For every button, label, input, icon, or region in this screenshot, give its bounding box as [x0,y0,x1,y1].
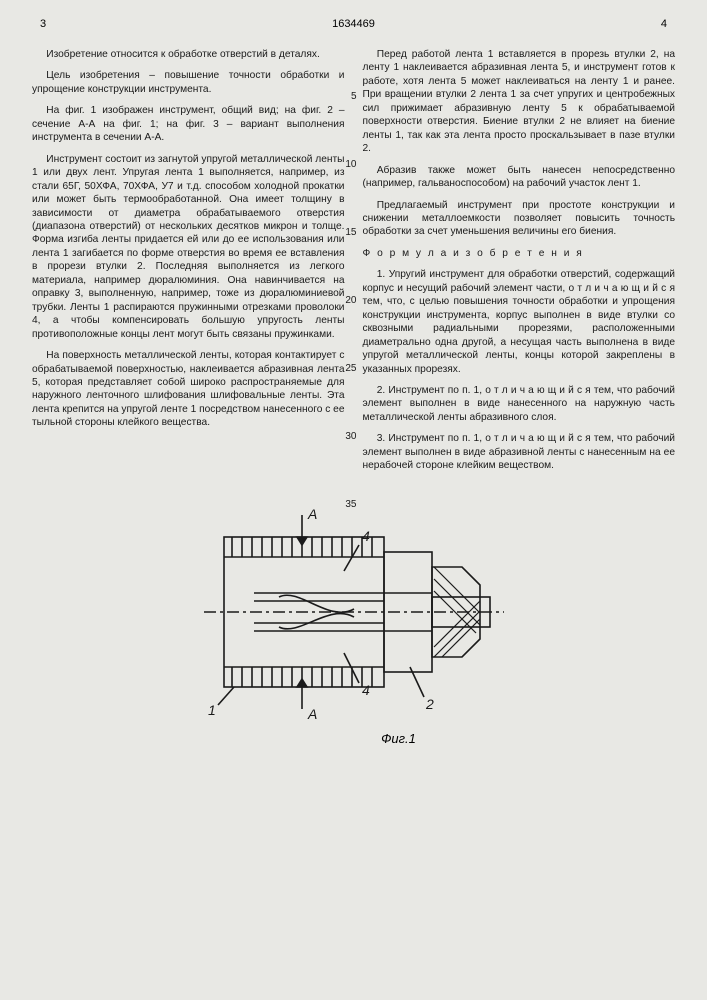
figure-1-drawing: А А 4 4 2 1 [184,497,524,727]
left-column: Изобретение относится к обработке отверс… [32,48,345,481]
claim: 3. Инструмент по п. 1, о т л и ч а ю щ и… [363,432,676,472]
page-num-left: 3 [40,18,46,30]
callout-4b: 4 [362,682,370,698]
page-num-right: 4 [661,18,667,30]
para: На поверхность металлической ленты, кото… [32,349,345,430]
callout-A-bot: А [307,706,317,722]
line-num: 25 [345,362,356,375]
para: Перед работой лента 1 вставляется в прор… [363,48,676,156]
two-column-text: Изобретение относится к обработке отверс… [32,48,675,481]
line-num: 10 [345,158,356,171]
claim: 1. Упругий инструмент для обработки отве… [363,268,676,376]
callout-1: 1 [208,702,216,718]
para: Цель изобретения – повышение точности об… [32,69,345,96]
patent-page: 3 1634469 4 Изобретение относится к обра… [0,0,707,1000]
callout-4a: 4 [362,528,370,544]
para: Предлагаемый инструмент при простоте кон… [363,199,676,239]
para: Инструмент состоит из загнутой упругой м… [32,153,345,341]
para: Абразив также может быть нанесен непосре… [363,164,676,191]
line-num: 20 [345,294,356,307]
right-column: Перед работой лента 1 вставляется в прор… [363,48,676,481]
line-num: 15 [345,226,356,239]
callout-A-top: А [307,506,317,522]
figure-1: А А 4 4 2 1 Фиг.1 [32,497,675,746]
figure-label: Фиг.1 [122,731,675,746]
patent-number: 1634469 [332,18,375,30]
para: Изобретение относится к обработке отверс… [32,48,345,61]
claim: 2. Инструмент по п. 1, о т л и ч а ю щ и… [363,384,676,424]
line-num: 30 [345,430,356,443]
para: На фиг. 1 изображен инструмент, общий ви… [32,104,345,144]
fig-group [204,515,504,709]
formula-heading: Ф о р м у л а и з о б р е т е н и я [363,247,676,260]
page-header: 3 1634469 4 [32,18,675,30]
callout-2: 2 [425,696,434,712]
line-num: 5 [351,90,357,103]
